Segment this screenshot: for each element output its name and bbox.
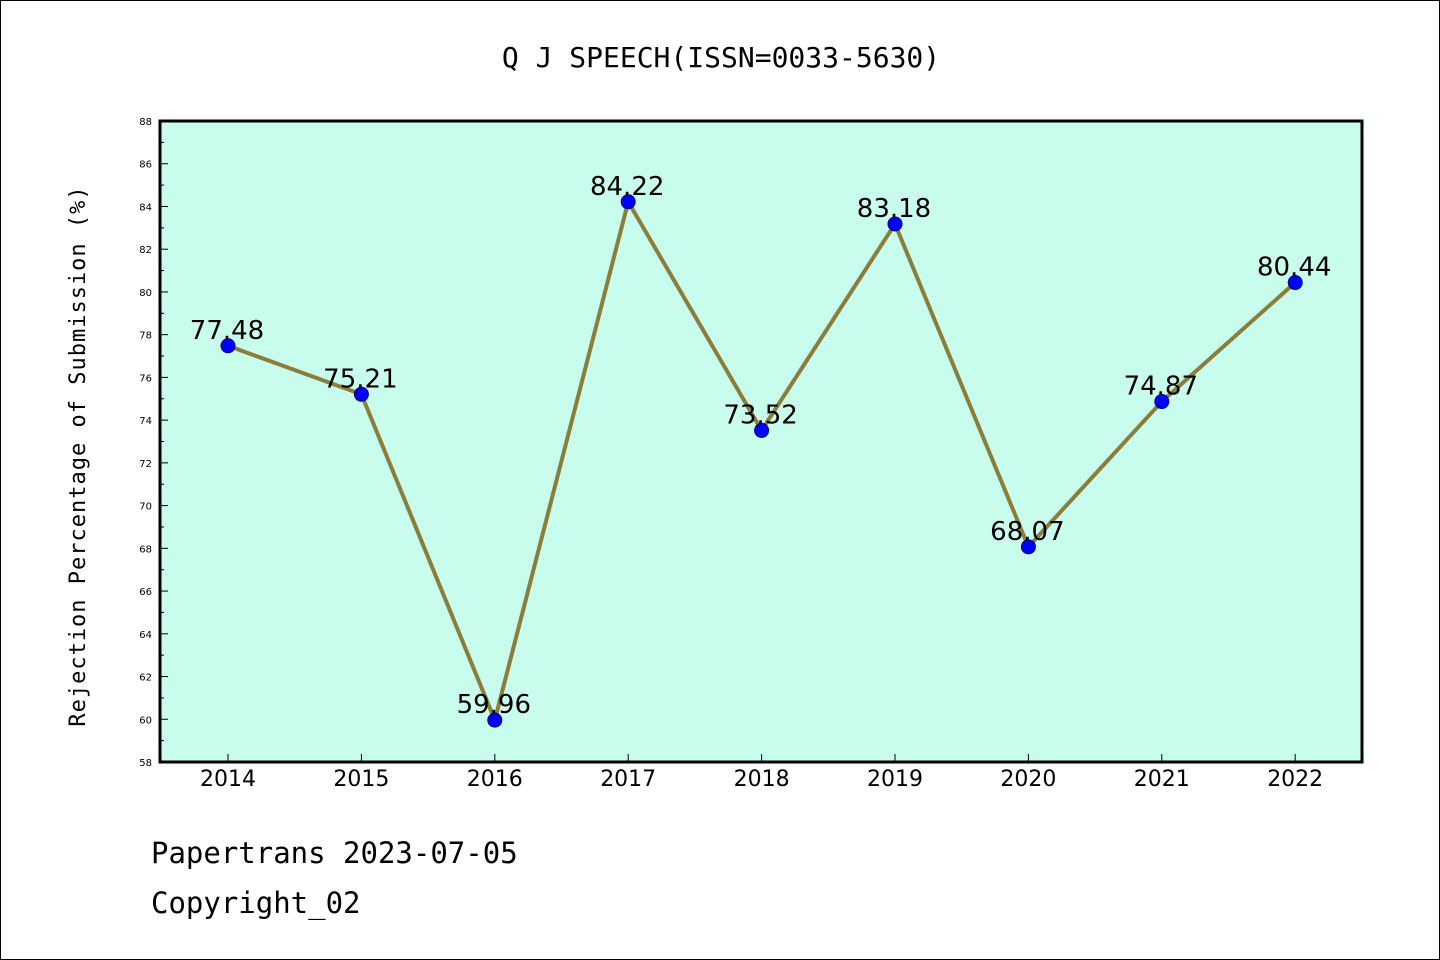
plot-area — [160, 121, 1362, 762]
x-tick-label: 2022 — [1267, 767, 1323, 792]
data-value-label: 74.87 — [1124, 372, 1198, 402]
x-tick-label: 2015 — [333, 767, 389, 792]
y-tick-label: 66 — [139, 587, 152, 598]
x-tick-label: 2017 — [600, 767, 656, 792]
y-tick-label: 58 — [139, 758, 152, 769]
data-point-marker — [1287, 275, 1303, 291]
y-tick-label: 70 — [139, 502, 152, 513]
x-tick-label: 2014 — [200, 767, 256, 792]
data-value-label: 84.22 — [590, 172, 664, 202]
data-point-marker — [1154, 394, 1170, 410]
plot-border — [158, 119, 1364, 764]
y-tick-label: 62 — [139, 673, 152, 684]
footer-copyright: Copyright_02 — [151, 886, 361, 920]
y-tick-label: 60 — [139, 715, 152, 726]
x-axis-ticks: 2014 2015 2016 2017 2018 2019 2020 2021 2022 — [200, 754, 1323, 792]
y-axis-label: Rejection Percentage of Submission (%) — [66, 185, 91, 726]
data-value-label: 59.96 — [457, 690, 531, 720]
chart-title: Q J SPEECH(ISSN=0033-5630) — [502, 41, 940, 74]
y-tick-label: 68 — [139, 544, 152, 555]
y-tick-label: 78 — [139, 331, 152, 342]
data-point-marker — [220, 338, 236, 354]
data-value-label: 68.07 — [990, 517, 1064, 547]
x-tick-label: 2019 — [867, 767, 923, 792]
data-value-label: 83.18 — [857, 194, 931, 224]
y-tick-label: 76 — [139, 373, 152, 384]
data-point-marker — [887, 216, 903, 232]
data-value-label: 80.44 — [1257, 253, 1331, 283]
x-tick-label: 2021 — [1134, 767, 1190, 792]
data-markers — [220, 194, 1303, 728]
data-point-marker — [620, 194, 636, 210]
y-tick-label: 84 — [139, 202, 152, 213]
data-point-marker — [1020, 539, 1036, 555]
x-tick-label: 2016 — [467, 767, 523, 792]
data-value-label: 73.52 — [723, 400, 797, 430]
y-tick-label: 82 — [139, 245, 152, 256]
data-point-marker — [487, 712, 503, 728]
data-value-label: 77.48 — [190, 316, 264, 346]
y-tick-label: 86 — [139, 160, 152, 171]
data-point-marker — [353, 386, 369, 402]
y-tick-label: 88 — [139, 117, 152, 128]
data-labels: 77.48 75.21 59.96 84.22 73.52 83.18 68.07 74.87… — [190, 172, 1332, 720]
y-axis-ticks: 58 60 62 64 66 68 70 72 74 76 78 80 82 84 86 88 — [139, 117, 168, 769]
x-tick-label: 2018 — [734, 767, 790, 792]
y-tick-label: 64 — [139, 630, 152, 641]
data-value-label: 75.21 — [323, 364, 397, 394]
y-tick-label: 80 — [139, 288, 152, 299]
y-tick-label: 74 — [139, 416, 152, 427]
data-point-marker — [754, 422, 770, 438]
x-tick-label: 2020 — [1000, 767, 1056, 792]
footer-date: Papertrans 2023-07-05 — [151, 836, 518, 870]
y-tick-label: 72 — [139, 459, 152, 470]
